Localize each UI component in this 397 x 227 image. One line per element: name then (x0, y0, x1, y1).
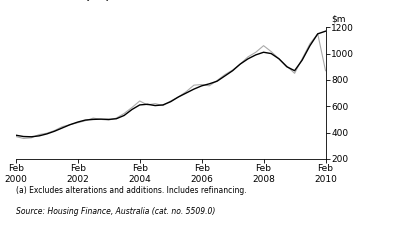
Text: Source: Housing Finance, Australia (cat. no. 5509.0): Source: Housing Finance, Australia (cat.… (16, 207, 215, 216)
Text: (a) Excludes alterations and additions. Includes refinancing.: (a) Excludes alterations and additions. … (16, 186, 247, 195)
Text: $m: $m (331, 15, 346, 24)
Legend: Trend, Seasonally Adjusted: Trend, Seasonally Adjusted (20, 0, 135, 1)
